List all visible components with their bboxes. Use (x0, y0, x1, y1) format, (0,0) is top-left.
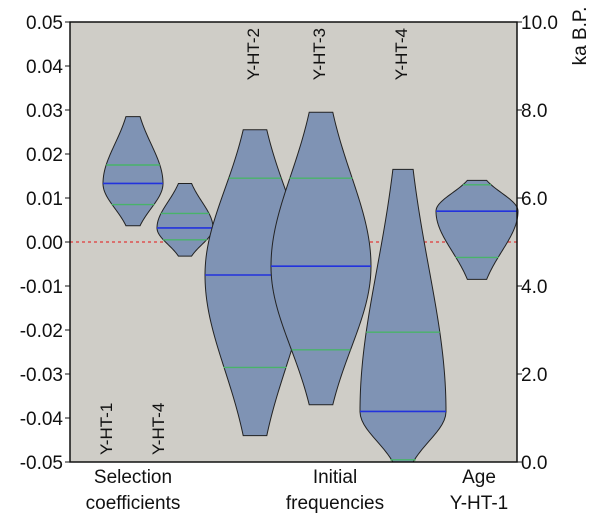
violin-3: Y-HT-2 (204, 28, 306, 437)
group-label-line1: Initial (313, 467, 357, 488)
right-tick-label: 0.0 (521, 453, 547, 474)
group-labels: Selection coefficients Initial frequencies A… (86, 467, 509, 514)
violin-label: Y-HT-2 (244, 28, 263, 80)
violin-label: Y-HT-4 (149, 403, 168, 455)
left-axis: 0.05 0.04 0.03 0.02 0.01 0.00 -0.01 -0.02 -0.03 -… (20, 13, 70, 474)
left-tick-label: 0.03 (26, 101, 63, 122)
violin-label: Y-HT-3 (310, 28, 329, 80)
group-label-line2: frequencies (286, 493, 384, 514)
violin-body (270, 111, 372, 406)
right-tick-label: 4.0 (521, 277, 547, 298)
plot-frame (69, 21, 518, 463)
left-tick-label: -0.02 (20, 321, 63, 342)
left-tick-label: -0.04 (20, 409, 64, 430)
group-label-line1: Selection (94, 467, 172, 488)
violin-label: Y-HT-1 (97, 403, 116, 455)
left-tick-label: -0.01 (20, 277, 63, 298)
left-tick-label: 0.05 (26, 13, 63, 34)
violin-4: Y-HT-3 (270, 28, 372, 406)
violins: Y-HT-1 Y-HT-4 Y-HT-2 Y-HT-3 Y-HT-4 (97, 28, 519, 463)
left-tick-label: 0.02 (26, 145, 63, 166)
violin-label: Y-HT-4 (392, 28, 411, 80)
right-axis: 10.0 8.0 6.0 4.0 2.0 0.0 (517, 13, 558, 474)
group-label-line1: Age (462, 467, 496, 488)
left-tick-label: 0.00 (26, 233, 63, 254)
violin-body (102, 116, 164, 227)
left-tick-label: -0.03 (20, 365, 63, 386)
right-tick-label: 8.0 (521, 101, 547, 122)
violin-6 (435, 179, 519, 280)
violin-body (435, 179, 519, 280)
group-label-line2: Y-HT-1 (450, 493, 508, 514)
right-tick-label: 2.0 (521, 365, 547, 386)
violin-body (359, 168, 447, 463)
violin-1: Y-HT-1 (97, 116, 164, 455)
right-tick-label: 6.0 (521, 189, 547, 210)
group-label-line2: coefficients (86, 493, 181, 514)
left-tick-label: 0.04 (26, 57, 63, 78)
right-axis-title: ka B.P. (570, 7, 591, 66)
right-tick-label: 10.0 (521, 13, 558, 34)
left-tick-label: 0.01 (26, 189, 63, 210)
violin-5: Y-HT-4 (359, 28, 447, 463)
left-tick-label: -0.05 (20, 453, 63, 474)
